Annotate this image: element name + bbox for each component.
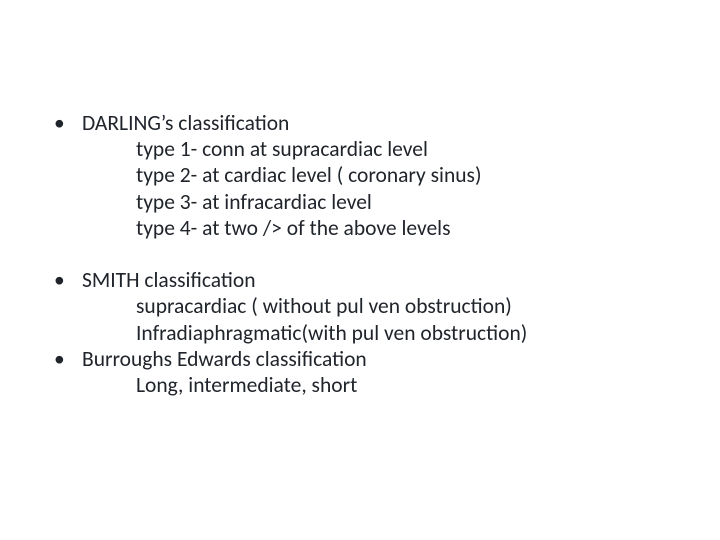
bullet-sub: type 4- at two /> of the above levels — [82, 215, 680, 241]
bullet-list: DARLING’s classification type 1- conn at… — [40, 110, 680, 398]
bullet-title: SMITH classification — [82, 267, 256, 293]
spacer — [40, 241, 680, 267]
bullet-item: SMITH classification supracardiac ( with… — [40, 267, 680, 346]
bullet-item: Burroughs Edwards classification Long, i… — [40, 346, 680, 398]
slide-body: DARLING’s classification type 1- conn at… — [0, 0, 720, 540]
bullet-sub: type 2- at cardiac level ( coronary sinu… — [82, 162, 680, 188]
bullet-sub: type 1- conn at supracardiac level — [82, 136, 680, 162]
bullet-item: DARLING’s classification type 1- conn at… — [40, 110, 680, 241]
bullet-sub: type 3- at infracardiac level — [82, 189, 680, 215]
bullet-sub: supracardiac ( without pul ven obstructi… — [82, 293, 680, 319]
bullet-title: Burroughs Edwards classification — [82, 346, 367, 372]
bullet-sub: Long, intermediate, short — [82, 372, 680, 398]
bullet-title: DARLING’s classification — [82, 110, 289, 136]
bullet-sub: Infradiaphragmatic(with pul ven obstruct… — [82, 320, 680, 346]
